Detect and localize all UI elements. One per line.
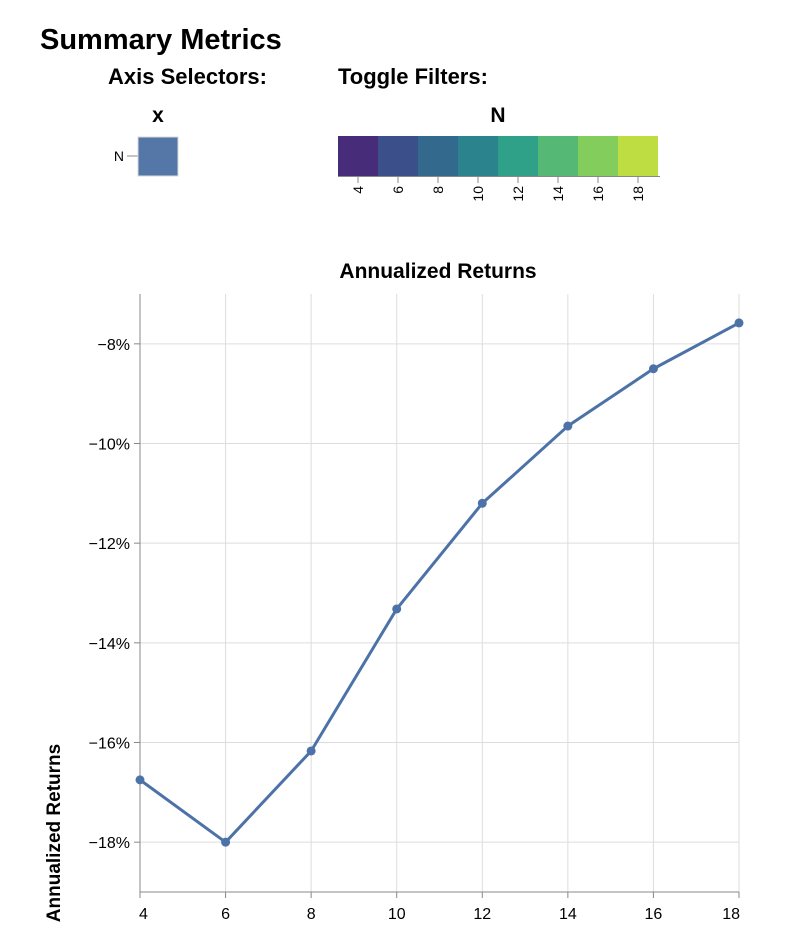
x-tick-label: 12: [473, 906, 491, 923]
toggle-filter-tick-label: 14: [550, 186, 566, 202]
data-point[interactable]: [477, 498, 487, 508]
axis-selector-swatch-n[interactable]: [137, 136, 179, 177]
toggle-filter-tick-label: 16: [590, 186, 606, 202]
chart-axes: −18% −16% −14% −12% −10% −8% 4 6 8 10 12 14 16 18: [89, 294, 740, 923]
y-tick-label: −16%: [89, 736, 130, 753]
data-point[interactable]: [135, 775, 145, 785]
toggle-filter-swatch-6[interactable]: [378, 136, 418, 176]
toggle-filter-tick-label: 10: [470, 186, 486, 202]
toggle-filter-swatch-12[interactable]: [498, 136, 538, 176]
axis-selector-legend: x N: [114, 104, 179, 177]
toggle-filter-swatch-18[interactable]: [618, 136, 658, 176]
data-point[interactable]: [221, 837, 231, 847]
toggle-filter-tick-label: 12: [510, 186, 526, 202]
x-tick-label: 18: [722, 906, 740, 923]
data-point[interactable]: [392, 604, 402, 614]
chart-marks: [135, 318, 744, 847]
x-tick-label: 16: [645, 906, 663, 923]
toggle-filter-title: N: [490, 104, 505, 127]
series-line: [139, 321, 740, 844]
toggle-filter-tick-label: 4: [350, 186, 366, 194]
data-point[interactable]: [734, 318, 744, 328]
toggle-filters-label: Toggle Filters:: [338, 64, 488, 89]
x-tick-label: 6: [221, 906, 230, 923]
toggle-filter-legend: N 4 6 8 10 12 14 16 18: [338, 104, 660, 202]
toggle-filter-tick-label: 18: [630, 186, 646, 202]
y-axis-label: Annualized Returns: [44, 744, 65, 922]
toggle-filter-swatch-10[interactable]: [458, 136, 498, 176]
y-tick-label: −14%: [89, 636, 130, 653]
data-point[interactable]: [648, 364, 658, 374]
data-point[interactable]: [563, 421, 573, 431]
x-tick-label: 10: [388, 906, 406, 923]
page-title: Summary Metrics: [40, 24, 282, 56]
chart-title: Annualized Returns: [339, 260, 536, 283]
axis-selectors-label: Axis Selectors:: [108, 64, 267, 89]
x-tick-label: 4: [139, 906, 148, 923]
toggle-filter-swatch-16[interactable]: [578, 136, 618, 176]
y-tick-label: −18%: [89, 835, 130, 852]
line-chart: Annualized Returns Annualized Returns −1…: [44, 260, 744, 923]
x-tick-label: 8: [307, 906, 316, 923]
toggle-filter-tick-label: 6: [390, 186, 406, 194]
y-tick-label: −8%: [98, 337, 130, 354]
toggle-filter-swatch-4[interactable]: [338, 136, 378, 176]
y-tick-label: −10%: [89, 437, 130, 454]
toggle-filter-swatch-8[interactable]: [418, 136, 458, 176]
data-point[interactable]: [306, 746, 316, 756]
y-tick-label: −12%: [89, 536, 130, 553]
axis-selector-title: x: [152, 104, 164, 127]
axis-selector-option-label: N: [114, 148, 124, 164]
x-tick-label: 14: [559, 906, 577, 923]
toggle-filter-swatch-14[interactable]: [538, 136, 578, 176]
chart-grid: [139, 294, 740, 892]
toggle-filter-tick-label: 8: [430, 186, 446, 194]
